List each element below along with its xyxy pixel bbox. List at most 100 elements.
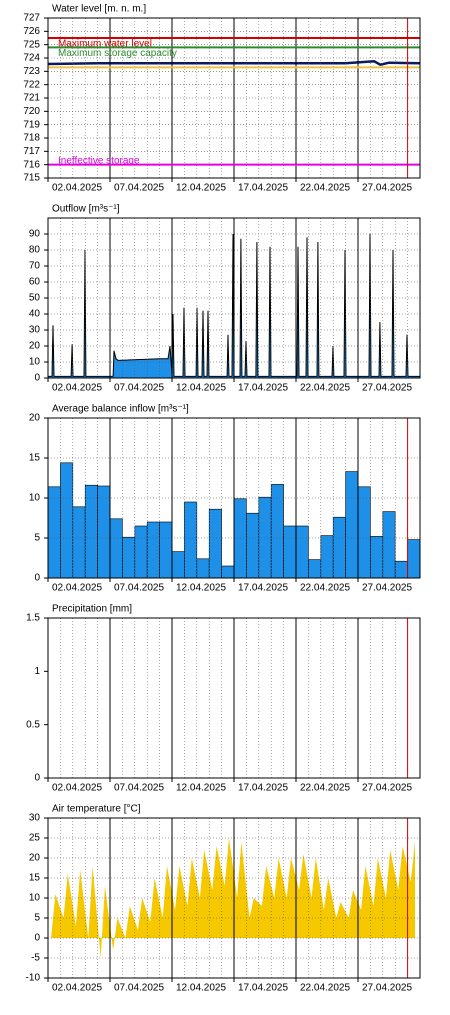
y-tick-label: 20: [29, 413, 41, 424]
plot-frame: [47, 17, 421, 179]
x-tick-label: 12.04.2025: [176, 583, 226, 594]
y-tick-label: 20: [29, 341, 41, 352]
x-tick-label: 12.04.2025: [176, 983, 226, 994]
panel-title: Average balance inflow [m³s⁻¹]: [52, 404, 189, 415]
x-tick-label: 27.04.2025: [362, 383, 412, 394]
y-tick-label: 724: [23, 53, 40, 64]
y-tick-label: 0: [34, 573, 40, 584]
y-tick-label: 726: [23, 26, 40, 37]
x-tick-label: 12.04.2025: [176, 783, 226, 794]
y-tick-label: 10: [29, 493, 41, 504]
y-tick-label: 0.5: [26, 719, 40, 730]
bar: [184, 501, 198, 579]
plot-frame: [47, 817, 421, 979]
y-tick-label: 727: [23, 13, 40, 24]
y-tick-label: 50: [29, 293, 41, 304]
y-tick-label: 30: [29, 813, 41, 824]
y-tick-label: 25: [29, 833, 41, 844]
y-tick-label: 720: [23, 106, 40, 117]
bar: [221, 565, 235, 579]
x-tick-label: 27.04.2025: [362, 583, 412, 594]
panel-title: Precipitation [mm]: [52, 604, 132, 615]
area: [48, 234, 420, 378]
bar: [47, 486, 61, 579]
x-tick-label: 22.04.2025: [300, 983, 350, 994]
bar: [171, 551, 185, 579]
bar: [320, 535, 334, 579]
y-tick-label: 80: [29, 245, 41, 256]
panel-title: Water level [m. n. m.]: [52, 4, 146, 15]
bar: [233, 498, 247, 579]
y-tick-label: 718: [23, 133, 40, 144]
reference-label: Maximum storage capacity: [58, 48, 177, 59]
y-tick-label: 719: [23, 119, 40, 130]
bar: [208, 508, 222, 579]
x-tick-label: 27.04.2025: [362, 983, 412, 994]
panel-title: Outflow [m³s⁻¹]: [52, 204, 120, 215]
y-tick-label: 10: [29, 357, 41, 368]
x-tick-label: 07.04.2025: [114, 183, 164, 194]
y-tick-label: 723: [23, 66, 40, 77]
bar: [345, 471, 359, 579]
bar: [97, 485, 111, 579]
bar: [394, 560, 408, 579]
y-tick-label: -5: [31, 953, 40, 964]
x-tick-label: 22.04.2025: [300, 583, 350, 594]
y-tick-label: 1: [34, 666, 40, 677]
x-tick-label: 02.04.2025: [52, 983, 102, 994]
plot-frame: [47, 417, 421, 579]
x-tick-label: 17.04.2025: [238, 783, 288, 794]
y-tick-label: 0: [34, 373, 40, 384]
y-tick-label: 40: [29, 309, 41, 320]
bar: [122, 536, 136, 579]
y-tick-label: 70: [29, 261, 41, 272]
bar: [196, 558, 210, 579]
area: [51, 838, 416, 958]
x-tick-label: 02.04.2025: [52, 783, 102, 794]
plot-frame: [47, 617, 421, 779]
x-tick-label: 02.04.2025: [52, 583, 102, 594]
bar: [134, 525, 148, 579]
bar: [382, 511, 396, 579]
bar: [308, 559, 322, 579]
y-tick-label: 716: [23, 159, 40, 170]
panel-title: Air temperature [°C]: [52, 804, 141, 815]
x-tick-label: 22.04.2025: [300, 183, 350, 194]
y-tick-label: 90: [29, 229, 41, 240]
plot-frame: [47, 217, 421, 379]
x-tick-label: 22.04.2025: [300, 783, 350, 794]
y-tick-label: 717: [23, 146, 40, 157]
y-tick-label: 20: [29, 853, 41, 864]
x-tick-label: 02.04.2025: [52, 183, 102, 194]
y-tick-label: 0: [34, 773, 40, 784]
bar: [283, 525, 297, 579]
x-tick-label: 07.04.2025: [114, 783, 164, 794]
x-tick-label: 17.04.2025: [238, 183, 288, 194]
y-tick-label: -10: [26, 973, 41, 984]
bar: [332, 516, 346, 579]
x-tick-label: 22.04.2025: [300, 383, 350, 394]
bar: [60, 462, 74, 579]
y-tick-label: 5: [34, 913, 40, 924]
reference-label: Ineffective storage: [58, 155, 140, 166]
bar: [159, 521, 173, 579]
y-tick-label: 722: [23, 79, 40, 90]
x-tick-label: 17.04.2025: [238, 383, 288, 394]
x-tick-label: 12.04.2025: [176, 383, 226, 394]
x-tick-label: 07.04.2025: [114, 983, 164, 994]
y-tick-label: 715: [23, 173, 40, 184]
y-tick-label: 10: [29, 893, 41, 904]
x-tick-label: 27.04.2025: [362, 183, 412, 194]
bar: [84, 484, 98, 579]
bar: [109, 518, 123, 579]
bar: [407, 539, 421, 579]
y-tick-label: 1.5: [26, 613, 40, 624]
bar: [72, 506, 86, 579]
y-tick-label: 0: [34, 933, 40, 944]
x-tick-label: 17.04.2025: [238, 983, 288, 994]
x-tick-label: 17.04.2025: [238, 583, 288, 594]
y-tick-label: 725: [23, 39, 40, 50]
x-tick-label: 07.04.2025: [114, 383, 164, 394]
x-tick-label: 02.04.2025: [52, 383, 102, 394]
